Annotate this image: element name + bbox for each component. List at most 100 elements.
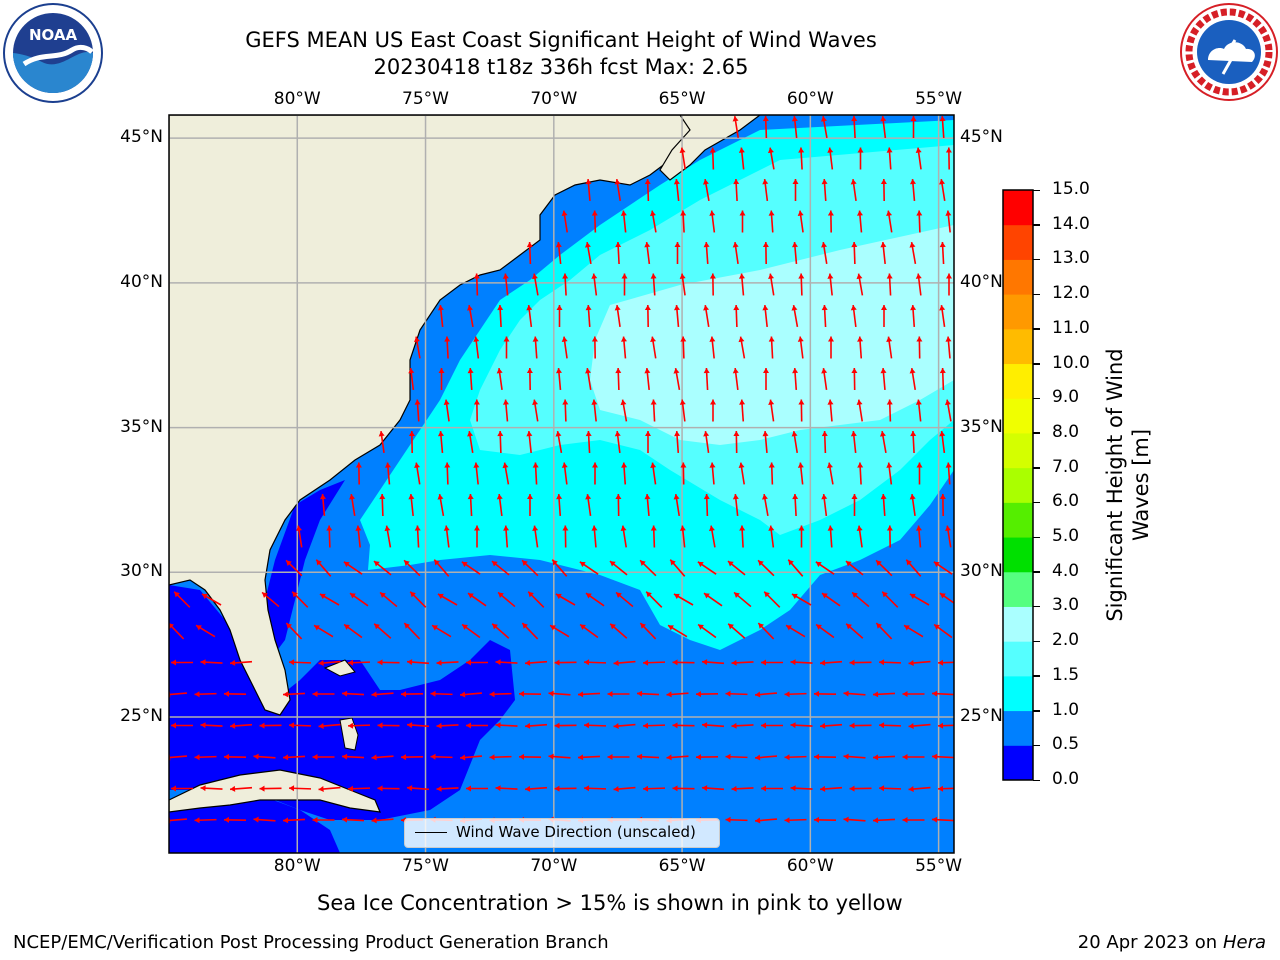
wave-direction-arrow — [253, 753, 276, 760]
wave-direction-arrow — [819, 659, 843, 666]
wave-direction-arrow — [341, 816, 365, 823]
wave-direction-arrow — [851, 241, 858, 265]
wave-direction-arrow — [561, 462, 568, 485]
wave-direction-arrow — [430, 690, 453, 697]
longitude-label-top: 55°W — [915, 89, 963, 109]
wave-direction-arrow — [931, 816, 954, 823]
map-gridlines — [169, 115, 954, 853]
wave-direction-arrow — [667, 624, 688, 638]
wave-direction-arrow — [259, 785, 282, 792]
wave-direction-arrow — [762, 178, 769, 202]
wave-direction-arrow — [378, 430, 385, 454]
wave-direction-arrow — [910, 116, 917, 138]
wave-direction-arrow — [945, 399, 952, 422]
wave-direction-arrow — [291, 591, 309, 608]
wave-direction-arrow — [467, 367, 474, 391]
wave-direction-arrow — [355, 525, 362, 548]
wave-direction-arrow — [491, 560, 510, 576]
wave-direction-arrow — [821, 367, 828, 391]
wave-direction-arrow — [384, 462, 391, 485]
wave-direction-arrow — [406, 785, 430, 792]
longitude-label-bottom: 70°W — [530, 856, 578, 876]
wave-direction-arrow — [725, 816, 748, 823]
wave-direction-arrow — [229, 785, 253, 792]
wave-direction-arrow — [680, 462, 687, 485]
wave-direction-arrow — [532, 399, 539, 422]
wave-direction-arrow — [200, 785, 223, 792]
wave-direction-arrow — [642, 722, 666, 729]
wave-direction-arrow — [466, 659, 488, 666]
wave-direction-arrow — [229, 659, 253, 666]
wave-direction-arrow — [621, 273, 628, 296]
wave-direction-arrow — [532, 336, 539, 359]
wave-direction-arrow — [644, 304, 651, 328]
wave-direction-arrow — [792, 493, 799, 517]
wave-direction-arrow — [473, 273, 480, 296]
latitude-label-right: 40°N — [960, 271, 1003, 292]
longitude-label-top: 80°W — [273, 89, 321, 109]
wave-direction-arrow — [878, 785, 902, 792]
wave-direction-arrow — [886, 462, 893, 485]
wave-direction-arrow — [768, 273, 775, 296]
wave-direction-arrow — [672, 785, 695, 792]
wave-direction-arrow — [313, 624, 334, 638]
sea-ice-note: Sea Ice Concentration > 15% is shown in … — [317, 891, 903, 915]
wave-direction-arrow — [850, 430, 857, 454]
wave-direction-arrow — [561, 336, 568, 359]
wave-direction-arrow — [856, 399, 864, 422]
wave-direction-arrow — [886, 147, 893, 170]
colorbar-tick-label: 1.5 — [1052, 664, 1080, 685]
wave-direction-arrow — [878, 659, 902, 666]
wave-direction-arrow — [639, 622, 657, 640]
wave-direction-arrow — [614, 430, 621, 454]
wave-direction-arrow — [915, 525, 922, 548]
wave-direction-arrow — [171, 659, 193, 666]
longitude-label-bottom: 75°W — [402, 856, 450, 876]
wave-direction-arrow — [650, 273, 657, 296]
wave-direction-arrow — [650, 336, 657, 359]
wave-direction-arrow — [613, 723, 636, 730]
wave-direction-arrow — [436, 659, 459, 666]
wave-direction-arrow — [644, 367, 651, 391]
wave-direction-arrow — [644, 493, 651, 517]
wave-direction-arrow — [312, 691, 335, 697]
wave-direction-arrow — [526, 367, 533, 391]
wave-direction-arrow — [341, 690, 365, 697]
wave-direction-arrow — [414, 525, 421, 548]
wave-direction-arrow — [288, 785, 312, 792]
wave-direction-arrow — [915, 399, 922, 422]
wave-direction-arrow — [518, 690, 542, 697]
wave-direction-arrow — [319, 593, 340, 606]
wave-direction-arrow — [880, 367, 887, 391]
wave-direction-arrow — [467, 592, 487, 607]
wave-direction-arrow — [915, 273, 922, 296]
wave-direction-arrow — [903, 624, 924, 638]
wave-direction-arrow — [502, 273, 509, 296]
wave-direction-arrow — [288, 659, 312, 666]
wave-direction-arrow — [725, 690, 748, 697]
wave-direction-arrow — [585, 430, 592, 454]
wave-direction-arrow — [171, 722, 193, 729]
wave-direction-arrow — [732, 241, 739, 265]
wave-direction-arrow — [343, 561, 363, 575]
wave-direction-arrow — [433, 559, 450, 577]
wave-direction-arrow — [828, 336, 834, 359]
wave-direction-arrow — [909, 368, 917, 390]
footer-right: 20 Apr 2023 on Hera — [1078, 932, 1266, 953]
wave-direction-arrow — [673, 368, 681, 390]
wave-direction-arrow — [709, 336, 716, 359]
wave-direction-arrow — [461, 623, 481, 639]
wave-direction-arrow — [680, 336, 687, 359]
wave-direction-arrow — [495, 785, 518, 792]
wave-direction-arrow — [733, 430, 740, 454]
colorbar-tick-mark — [1033, 744, 1040, 747]
wave-direction-arrow — [784, 754, 807, 761]
wave-direction-arrow — [939, 241, 946, 265]
wave-direction-arrow — [443, 525, 450, 548]
wave-direction-arrow — [409, 591, 427, 608]
wave-direction-arrow — [259, 722, 282, 729]
wave-direction-arrow — [341, 753, 365, 760]
wave-direction-arrow — [797, 210, 804, 233]
wave-direction-arrow — [583, 659, 607, 666]
colorbar-band — [1003, 363, 1033, 399]
